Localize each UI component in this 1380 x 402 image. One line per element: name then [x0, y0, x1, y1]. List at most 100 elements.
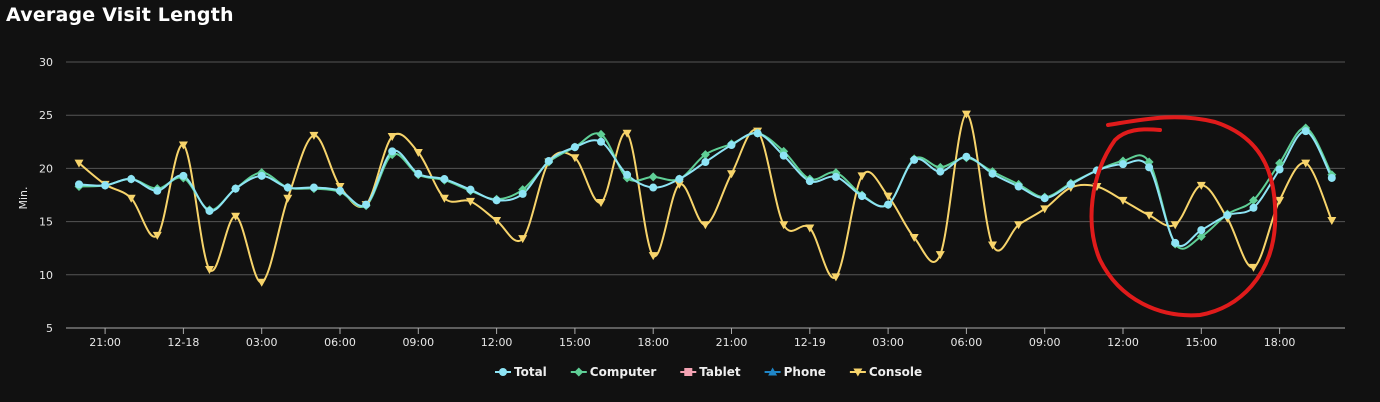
- data-point-console: [466, 197, 475, 206]
- data-point-total: [1040, 194, 1049, 203]
- data-point-console: [1118, 196, 1128, 205]
- data-point-console: [1301, 159, 1311, 168]
- data-point-total: [75, 180, 83, 189]
- data-point-console: [727, 170, 736, 179]
- data-point-total: [1014, 182, 1023, 191]
- data-point-total: [884, 200, 893, 209]
- data-point-console: [622, 129, 632, 138]
- x-tick-label: 21:00: [89, 336, 121, 349]
- series-line-computer: [78, 126, 1333, 250]
- data-point-total: [753, 129, 762, 138]
- data-point-console: [231, 212, 241, 221]
- data-point-total: [910, 155, 919, 164]
- data-point-total: [1171, 238, 1180, 247]
- legend-item-phone[interactable]: Phone: [764, 365, 826, 379]
- legend-item-tablet[interactable]: Tablet: [680, 365, 741, 379]
- data-point-console: [1327, 217, 1337, 226]
- data-point-console: [439, 194, 449, 203]
- data-point-total: [831, 172, 840, 181]
- data-point-total: [1145, 163, 1154, 172]
- data-point-console: [1170, 221, 1180, 230]
- chart-title: Average Visit Length: [6, 4, 234, 26]
- data-point-total: [518, 189, 527, 198]
- data-point-console: [1275, 196, 1285, 205]
- series-line-console: [78, 113, 1333, 284]
- data-point-total: [153, 186, 162, 195]
- x-tick-label: 12:00: [1107, 336, 1139, 349]
- y-axis-label: Min.: [17, 186, 30, 209]
- x-tick-label: 12-19: [794, 336, 826, 349]
- data-point-console: [1040, 205, 1050, 214]
- data-point-total: [466, 185, 475, 194]
- data-point-total: [1223, 211, 1232, 220]
- red-annotation-circle: [1089, 115, 1278, 318]
- data-point-total: [727, 140, 736, 149]
- data-point-console: [126, 194, 136, 203]
- data-point-computer: [596, 129, 606, 139]
- data-point-total: [701, 158, 710, 167]
- x-tick-label: 12-18: [167, 336, 199, 349]
- x-tick-label: 09:00: [402, 336, 434, 349]
- data-point-console: [518, 235, 528, 244]
- data-point-console: [883, 192, 893, 201]
- legend-label: Tablet: [699, 365, 741, 379]
- data-point-console: [674, 180, 684, 189]
- data-point-total: [127, 175, 136, 184]
- data-point-console: [178, 141, 188, 150]
- legend-item-total[interactable]: Total: [495, 365, 547, 379]
- x-tick-label: 12:00: [481, 336, 513, 349]
- data-point-total: [257, 171, 266, 180]
- data-point-total: [336, 186, 344, 195]
- legend-item-console[interactable]: Console: [849, 365, 922, 379]
- x-tick-label: 06:00: [324, 336, 356, 349]
- x-tick-label: 03:00: [872, 336, 904, 349]
- data-point-total: [1301, 127, 1310, 136]
- data-point-console: [988, 241, 997, 250]
- x-tick-label: 15:00: [559, 336, 591, 349]
- y-tick-label: 15: [39, 216, 53, 229]
- data-point-total: [205, 206, 214, 215]
- data-point-console: [909, 234, 919, 243]
- legend-item-computer[interactable]: Computer: [570, 365, 657, 379]
- legend-triangle-icon: [768, 367, 778, 376]
- data-point-total: [779, 151, 788, 160]
- data-point-console: [205, 265, 214, 274]
- data-point-console: [831, 273, 841, 282]
- data-point-total: [231, 184, 240, 193]
- legend-label: Computer: [590, 365, 657, 379]
- data-point-console: [648, 252, 658, 261]
- data-point-total: [597, 137, 605, 146]
- legend-label: Console: [869, 365, 922, 379]
- data-point-total: [988, 169, 997, 178]
- data-point-console: [283, 194, 293, 203]
- legend-circle-icon: [499, 368, 507, 376]
- data-point-total: [309, 183, 318, 192]
- data-point-total: [675, 175, 684, 184]
- x-tick-label: 09:00: [1029, 336, 1061, 349]
- data-point-total: [805, 177, 814, 186]
- y-tick-label: 10: [39, 269, 53, 282]
- data-point-total: [388, 147, 397, 156]
- data-point-total: [570, 143, 579, 152]
- data-point-total: [962, 152, 971, 161]
- data-point-console: [805, 224, 815, 233]
- data-point-console: [700, 221, 710, 230]
- data-point-total: [362, 200, 371, 209]
- data-point-total: [101, 181, 110, 190]
- data-point-total: [1066, 180, 1075, 189]
- data-point-console: [309, 131, 319, 140]
- data-point-total: [492, 196, 501, 205]
- y-tick-label: 30: [39, 56, 53, 69]
- data-point-total: [544, 156, 553, 165]
- legend-label: Phone: [784, 365, 826, 379]
- data-point-total: [936, 167, 945, 176]
- data-point-total: [858, 192, 866, 201]
- data-point-total: [179, 171, 188, 180]
- legend-square-icon: [684, 368, 693, 376]
- data-point-console: [1249, 263, 1258, 272]
- y-tick-label: 5: [46, 322, 53, 335]
- data-point-total: [414, 169, 423, 178]
- data-point-console: [570, 154, 580, 163]
- x-tick-label: 18:00: [1264, 336, 1296, 349]
